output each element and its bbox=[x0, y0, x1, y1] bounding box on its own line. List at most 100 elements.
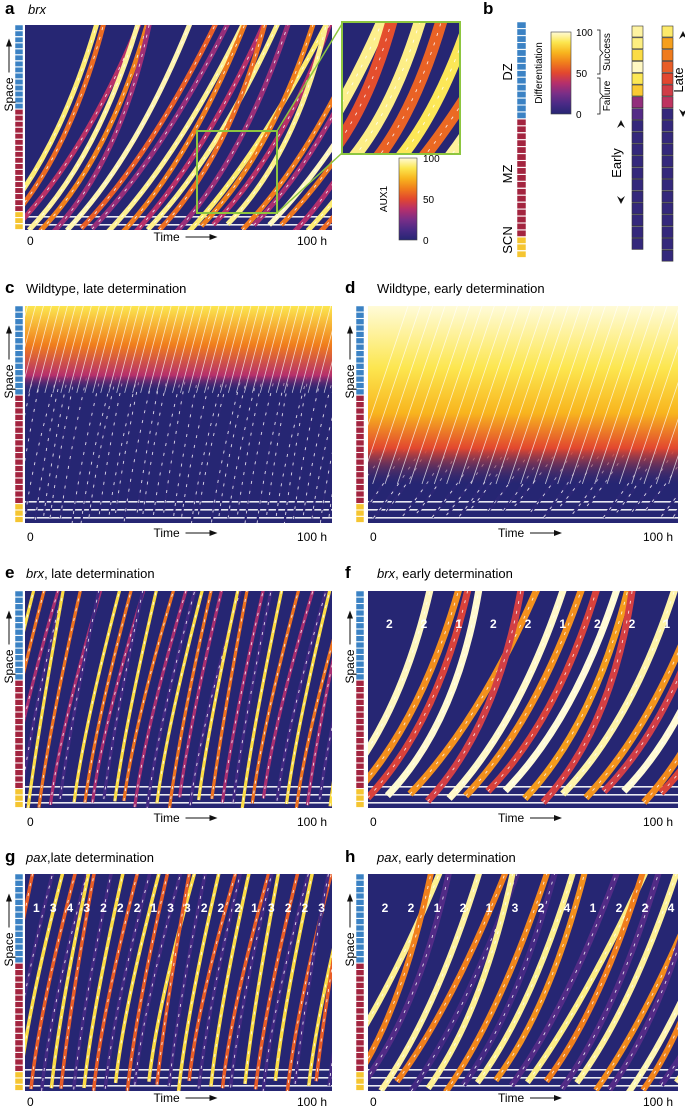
zone-cell bbox=[355, 750, 365, 757]
zone-cell bbox=[14, 931, 24, 938]
cell-file-stroke bbox=[275, 591, 328, 801]
zone-cell bbox=[14, 680, 24, 687]
cell-boundary bbox=[368, 786, 678, 788]
late-cell bbox=[661, 226, 674, 238]
zone-cell bbox=[14, 217, 24, 224]
cell-file-gap bbox=[25, 25, 139, 218]
cell-file-gap bbox=[487, 591, 597, 792]
zone-cell bbox=[355, 465, 365, 472]
zone-cell bbox=[14, 788, 24, 795]
zone-cell bbox=[14, 743, 24, 751]
band-cell-boundary bbox=[446, 306, 508, 485]
cycle-number: 2 bbox=[218, 901, 225, 915]
zone-cell bbox=[14, 331, 24, 338]
zone-cell bbox=[14, 686, 24, 693]
late-label: Late bbox=[671, 67, 685, 92]
early-arrow-down-icon bbox=[617, 196, 625, 204]
band-cell-boundary bbox=[520, 306, 582, 485]
cell-file-stroke bbox=[220, 591, 265, 803]
zone-cell bbox=[14, 988, 24, 995]
zone-cell bbox=[355, 1084, 365, 1091]
cycle-number: 2 bbox=[117, 901, 124, 915]
cell-file-gap bbox=[237, 306, 279, 515]
zone-cell bbox=[14, 458, 24, 466]
zone-cell bbox=[355, 963, 365, 970]
zone-bar-c bbox=[14, 305, 24, 523]
time-start-label: 0 bbox=[370, 1095, 377, 1109]
cycle-number: 2 bbox=[616, 901, 623, 915]
cell-boundary bbox=[368, 794, 678, 796]
zone-cell bbox=[14, 969, 24, 976]
zone-cell bbox=[355, 1046, 365, 1053]
zone-cell bbox=[14, 712, 24, 719]
zone-cell bbox=[14, 414, 24, 421]
cell-file-gap bbox=[294, 874, 329, 1085]
zone-cell bbox=[14, 382, 24, 389]
cycle-number: 1 bbox=[663, 617, 670, 631]
cell-file-gap bbox=[25, 591, 45, 670]
zone-cell bbox=[355, 731, 365, 738]
early-cell bbox=[631, 202, 644, 215]
zone-cell bbox=[355, 350, 365, 357]
zone-cell bbox=[14, 223, 24, 230]
panel-g-title-rest: ,late determination bbox=[47, 850, 154, 865]
cell-file-stroke bbox=[209, 874, 251, 1087]
zone-label-scn: SCN bbox=[500, 226, 515, 253]
late-arrow-up-icon bbox=[679, 31, 685, 39]
band-cell-boundary bbox=[140, 306, 164, 393]
time-end-label: 100 h bbox=[643, 1095, 673, 1109]
cycle-number: 3 bbox=[184, 901, 191, 915]
cell-file-stroke bbox=[641, 751, 678, 805]
zone-cell bbox=[355, 629, 365, 636]
cell-file-gap bbox=[108, 306, 156, 515]
zone-cell bbox=[14, 85, 24, 91]
zone-cell bbox=[355, 312, 365, 319]
zone-cell bbox=[14, 66, 24, 73]
band-cell-boundary bbox=[275, 306, 300, 393]
zone-bar-f bbox=[355, 590, 365, 808]
zone-cell bbox=[14, 775, 24, 783]
cell-file-stroke bbox=[368, 874, 434, 1065]
cell-file-gap bbox=[49, 591, 102, 805]
band-cell-boundary bbox=[25, 306, 44, 379]
band-cell-boundary bbox=[116, 306, 140, 393]
zone-cell bbox=[14, 873, 24, 881]
zone-cell bbox=[14, 737, 24, 744]
zone-cell bbox=[355, 1020, 365, 1027]
panel-f-letter: f bbox=[345, 563, 351, 582]
zone-cell bbox=[516, 111, 527, 119]
band-cell-boundary bbox=[180, 306, 204, 393]
zone-cell bbox=[516, 21, 527, 29]
zone-cell bbox=[14, 943, 24, 951]
band-cell-boundary bbox=[483, 306, 545, 485]
cell-file-gap bbox=[585, 651, 678, 799]
cell-file-gap bbox=[463, 874, 555, 1086]
zoom-inset-heatmap bbox=[342, 22, 460, 154]
zone-cell bbox=[355, 497, 365, 504]
zone-cell bbox=[14, 641, 24, 649]
late-cell bbox=[661, 72, 674, 85]
time-axis-c: 0 Time 100 h bbox=[27, 526, 327, 544]
cell-file-stroke bbox=[444, 132, 460, 154]
zone-cell bbox=[14, 395, 24, 402]
band-cell-boundary bbox=[76, 306, 100, 393]
zone-cell bbox=[14, 918, 24, 925]
cell-file-gap bbox=[295, 643, 332, 808]
cell-file-gap bbox=[169, 591, 212, 808]
cell-file-gap bbox=[115, 874, 160, 1083]
cell-file-stroke bbox=[327, 488, 332, 517]
zone-cell bbox=[14, 731, 24, 738]
zone-cell bbox=[14, 924, 24, 932]
failure-label: Failure bbox=[602, 80, 613, 111]
time-axis-label: Time bbox=[498, 1091, 525, 1105]
cycle-number: 2 bbox=[490, 617, 497, 631]
zone-cell bbox=[355, 892, 365, 900]
zone-cell bbox=[14, 344, 24, 351]
cell-file-gap bbox=[98, 306, 139, 515]
zone-cell bbox=[14, 1077, 24, 1085]
space-axis-f: Space bbox=[343, 610, 357, 684]
zone-cell bbox=[355, 969, 365, 976]
band-cell-boundary bbox=[681, 306, 685, 484]
cell-file-gap bbox=[147, 25, 278, 230]
